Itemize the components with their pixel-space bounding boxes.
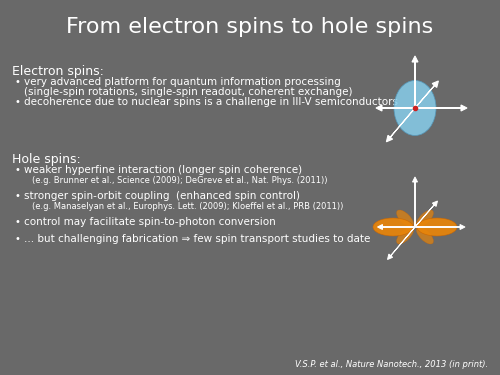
Text: From electron spins to hole spins: From electron spins to hole spins — [66, 17, 434, 37]
Text: (e.g. Brunner et al., Science (2009); DeGreve et al., Nat. Phys. (2011)): (e.g. Brunner et al., Science (2009); De… — [32, 176, 328, 185]
Text: •: • — [14, 191, 20, 201]
FancyArrow shape — [388, 227, 415, 260]
FancyArrow shape — [378, 225, 415, 230]
FancyArrow shape — [412, 177, 418, 227]
Text: •: • — [14, 234, 20, 244]
Text: •: • — [14, 217, 20, 227]
Ellipse shape — [373, 218, 413, 236]
Ellipse shape — [394, 81, 436, 135]
FancyArrow shape — [412, 56, 418, 108]
FancyArrow shape — [415, 105, 467, 111]
Text: very advanced platform for quantum information processing: very advanced platform for quantum infor… — [24, 77, 341, 87]
Text: V.S.P. et al., Nature Nanotech., 2013 (in print).: V.S.P. et al., Nature Nanotech., 2013 (i… — [295, 360, 488, 369]
FancyArrow shape — [415, 201, 438, 227]
Text: Electron spins:: Electron spins: — [12, 65, 104, 78]
Text: •: • — [14, 165, 20, 175]
Text: decoherence due to nuclear spins is a challenge in III-V semiconductors: decoherence due to nuclear spins is a ch… — [24, 97, 398, 107]
Text: (e.g. Manaselyan et al., Europhys. Lett. (2009); Kloeffel et al., PRB (2011)): (e.g. Manaselyan et al., Europhys. Lett.… — [32, 202, 344, 211]
Ellipse shape — [396, 227, 413, 244]
Text: weaker hyperfine interaction (longer spin coherence): weaker hyperfine interaction (longer spi… — [24, 165, 302, 175]
Text: ... but challenging fabrication ⇒ few spin transport studies to date: ... but challenging fabrication ⇒ few sp… — [24, 234, 370, 244]
Text: control may facilitate spin-to-photon conversion: control may facilitate spin-to-photon co… — [24, 217, 276, 227]
FancyArrow shape — [376, 105, 415, 111]
FancyArrow shape — [415, 81, 438, 108]
Ellipse shape — [416, 227, 434, 244]
Text: stronger spin-orbit coupling  (enhanced spin control): stronger spin-orbit coupling (enhanced s… — [24, 191, 300, 201]
Text: Hole spins:: Hole spins: — [12, 153, 81, 166]
Text: •: • — [14, 77, 20, 87]
FancyArrow shape — [415, 225, 465, 230]
Ellipse shape — [417, 218, 457, 236]
Ellipse shape — [416, 210, 434, 227]
Text: (single-spin rotations, single-spin readout, coherent exchange): (single-spin rotations, single-spin read… — [24, 87, 352, 97]
Ellipse shape — [396, 210, 413, 227]
FancyArrow shape — [386, 108, 415, 142]
Text: •: • — [14, 97, 20, 107]
